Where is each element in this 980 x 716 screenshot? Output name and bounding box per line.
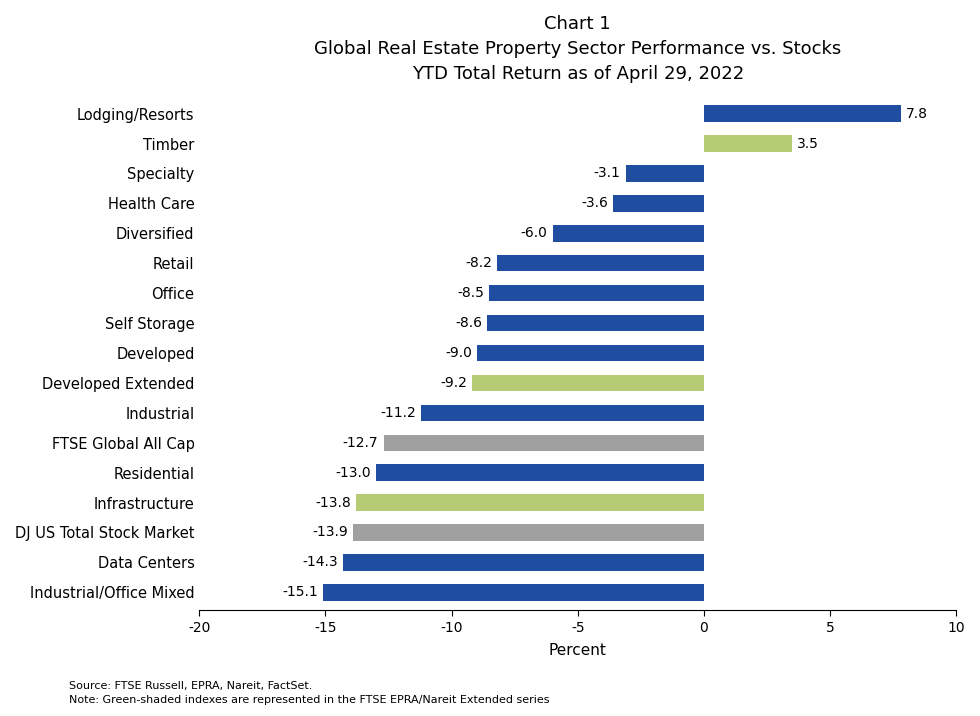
Bar — [487, 315, 704, 332]
Bar — [421, 405, 704, 421]
Bar — [343, 554, 704, 571]
Bar — [553, 225, 704, 241]
Bar — [625, 165, 704, 182]
Text: -3.1: -3.1 — [594, 166, 620, 180]
X-axis label: Percent: Percent — [549, 643, 607, 658]
Bar — [489, 285, 704, 301]
Text: -13.0: -13.0 — [335, 465, 370, 480]
Text: -11.2: -11.2 — [380, 406, 416, 420]
Text: -3.6: -3.6 — [581, 196, 608, 211]
Bar — [376, 465, 704, 481]
Text: -15.1: -15.1 — [282, 586, 318, 599]
Bar — [704, 105, 901, 122]
Text: -13.8: -13.8 — [315, 495, 351, 510]
Title: Chart 1
Global Real Estate Property Sector Performance vs. Stocks
YTD Total Retu: Chart 1 Global Real Estate Property Sect… — [315, 15, 842, 83]
Text: -8.6: -8.6 — [455, 316, 482, 330]
Text: 3.5: 3.5 — [798, 137, 819, 150]
Text: -9.0: -9.0 — [445, 346, 471, 360]
Bar — [353, 524, 704, 541]
Bar — [383, 435, 704, 451]
Bar — [497, 255, 704, 271]
Text: Source: FTSE Russell, EPRA, Nareit, FactSet.
Note: Green-shaded indexes are repr: Source: FTSE Russell, EPRA, Nareit, Fact… — [69, 681, 549, 705]
Text: -6.0: -6.0 — [520, 226, 548, 241]
Bar — [471, 374, 704, 391]
Bar — [477, 344, 704, 361]
Text: -8.5: -8.5 — [458, 286, 484, 300]
Text: -12.7: -12.7 — [343, 436, 378, 450]
Text: -8.2: -8.2 — [466, 256, 492, 270]
Text: -9.2: -9.2 — [440, 376, 466, 390]
Bar — [613, 195, 704, 212]
Bar — [704, 135, 792, 152]
Text: -13.9: -13.9 — [313, 526, 348, 539]
Text: -14.3: -14.3 — [303, 556, 338, 569]
Bar — [356, 494, 704, 511]
Text: 7.8: 7.8 — [906, 107, 928, 120]
Bar — [323, 584, 704, 601]
